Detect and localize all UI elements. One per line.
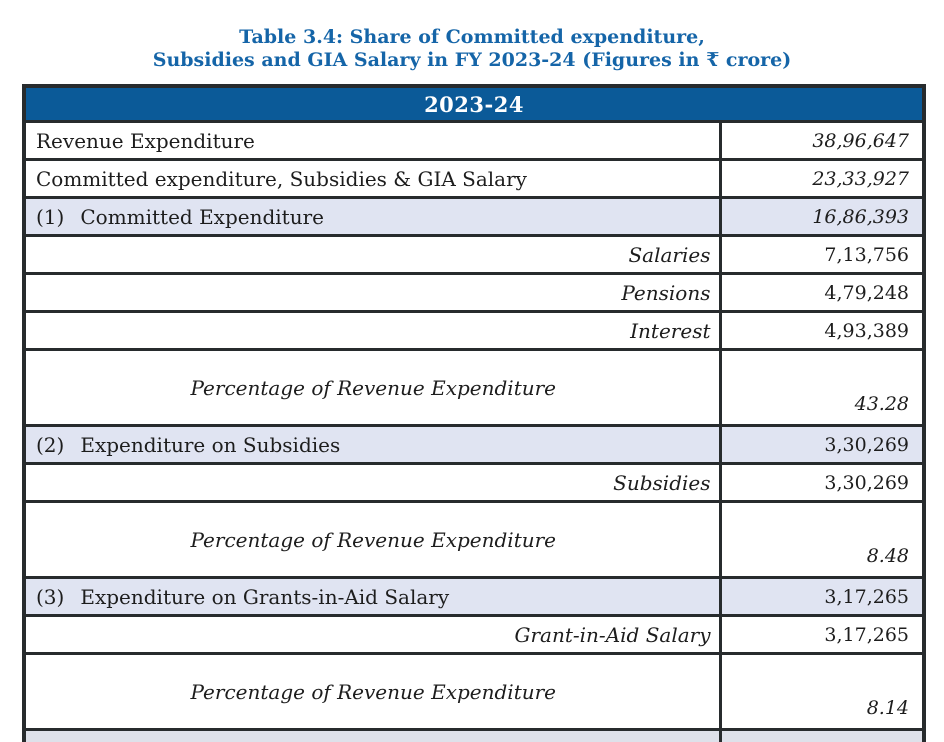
total-label-part1: Committed Expenditure, Subsidies & GIA S…: [27, 738, 568, 742]
row-value: 7,13,756: [718, 234, 926, 275]
row-label: (3) Expenditure on Grants-in-Aid Salary: [22, 576, 722, 617]
row-3-expenditure-on-gia-salary: (3) Expenditure on Grants-in-Aid Salary 3…: [22, 576, 926, 617]
row-label: Salaries: [22, 234, 722, 275]
row-value: 23,33,927: [718, 158, 926, 199]
table-title: Table 3.4: Share of Committed expenditur…: [0, 26, 944, 72]
row-number: (2): [36, 432, 65, 457]
total-label-part1-italic: as: [575, 738, 599, 742]
row-value: 38,96,647: [718, 120, 926, 161]
row-value: 8.48: [718, 500, 926, 579]
row-label: (2) Expenditure on Subsidies: [22, 424, 722, 465]
row-label-text: Expenditure on Grants-in-Aid Salary: [80, 584, 450, 609]
row-label: Interest: [22, 310, 722, 351]
row-value: 3,17,265: [718, 576, 926, 617]
row-committed-subsidies-gia: Committed expenditure, Subsidies & GIA S…: [22, 158, 926, 199]
row-label: Grant-in-Aid Salary: [22, 614, 722, 655]
year-header-row: 2023-24: [22, 84, 926, 123]
row-label: Percentage of Revenue Expenditure: [22, 348, 722, 427]
row-interest: Interest 4,93,389: [22, 310, 926, 351]
row-value: 4,93,389: [718, 310, 926, 351]
row-value: 8.14: [718, 652, 926, 731]
row-label-text: Committed Expenditure: [80, 204, 324, 229]
row-label: Committed expenditure, Subsidies & GIA S…: [22, 158, 722, 199]
row-label-text: Expenditure on Subsidies: [80, 432, 341, 457]
expenditure-table: 2023-24 Revenue Expenditure 38,96,647 Co…: [22, 84, 927, 742]
row-label: (1) Committed Expenditure: [22, 196, 722, 237]
row-label: Percentage of Revenue Expenditure: [22, 500, 722, 579]
row-pct-gia-salary: Percentage of Revenue Expenditure 8.14: [22, 652, 926, 731]
total-value: 59.90: [718, 728, 926, 742]
row-label: Revenue Expenditure: [22, 120, 722, 161]
row-subsidies: Subsidies 3,30,269: [22, 462, 926, 503]
row-pct-subsidies: Percentage of Revenue Expenditure 8.48: [22, 500, 926, 579]
row-salaries: Salaries 7,13,756: [22, 234, 926, 275]
row-label: Pensions: [22, 272, 722, 313]
row-value: 4,79,248: [718, 272, 926, 313]
row-number: (3): [36, 584, 65, 609]
row-number: (1): [36, 204, 65, 229]
row-value: 3,17,265: [718, 614, 926, 655]
row-value: 16,86,393: [718, 196, 926, 237]
row-value: 43.28: [718, 348, 926, 427]
row-2-expenditure-on-subsidies: (2) Expenditure on Subsidies 3,30,269: [22, 424, 926, 465]
total-label: Committed Expenditure, Subsidies & GIA S…: [22, 728, 722, 742]
row-label: Subsidies: [22, 462, 722, 503]
row-value: 3,30,269: [718, 462, 926, 503]
table-title-line2: Subsidies and GIA Salary in FY 2023-24 (…: [152, 49, 792, 71]
row-pensions: Pensions 4,79,248: [22, 272, 926, 313]
table-title-line1: Table 3.4: Share of Committed expenditur…: [239, 26, 705, 48]
row-revenue-expenditure: Revenue Expenditure 38,96,647: [22, 120, 926, 161]
row-pct-committed: Percentage of Revenue Expenditure 43.28: [22, 348, 926, 427]
row-1-committed-expenditure: (1) Committed Expenditure 16,86,393: [22, 196, 926, 237]
row-total-percentage: Committed Expenditure, Subsidies & GIA S…: [22, 728, 926, 742]
row-grant-in-aid-salary: Grant-in-Aid Salary 3,17,265: [22, 614, 926, 655]
row-label: Percentage of Revenue Expenditure: [22, 652, 722, 731]
row-value: 3,30,269: [718, 424, 926, 465]
year-header: 2023-24: [22, 84, 926, 123]
